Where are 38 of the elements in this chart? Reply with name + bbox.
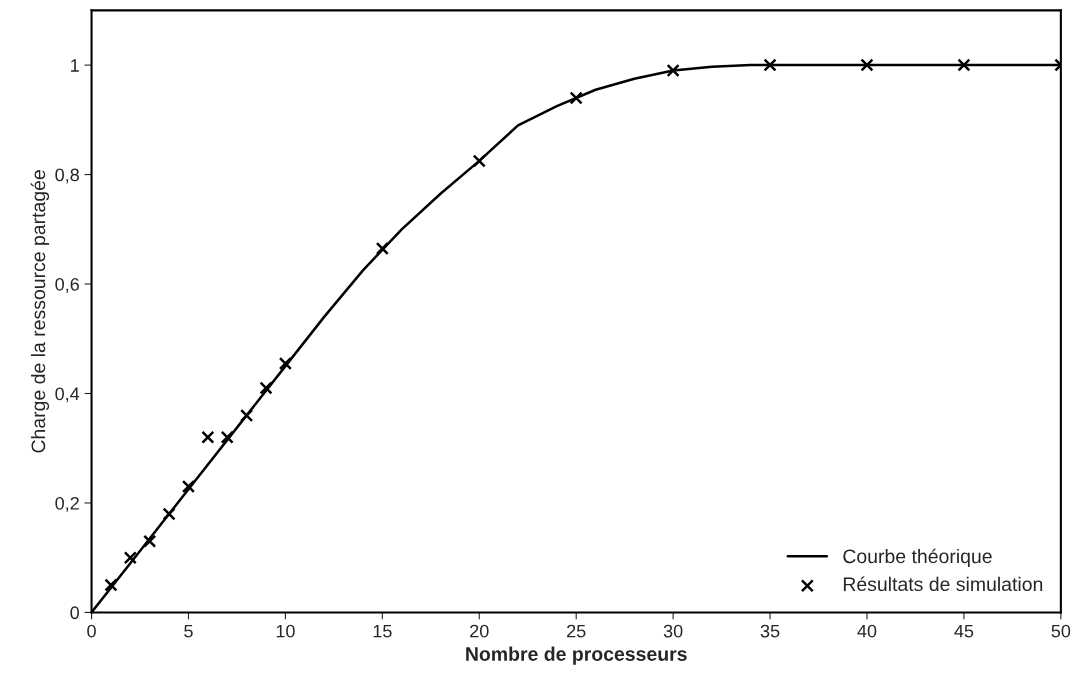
point [123, 551, 137, 565]
point [181, 479, 196, 494]
x-tick-label: 30 [663, 624, 683, 638]
x-tick-label: 5 [184, 624, 193, 638]
point [104, 578, 118, 592]
point [860, 58, 874, 72]
legend-label: Résultats de simulation [843, 576, 1043, 592]
x-axis-title: Nombre de processeurs [466, 646, 687, 665]
x-tick-label: 45 [954, 624, 974, 638]
y-tick-label: 0,6 [55, 277, 79, 293]
point [143, 534, 157, 548]
point [763, 58, 777, 72]
point [957, 58, 971, 72]
point [569, 91, 583, 105]
point [240, 408, 254, 423]
y-tick-label: 0,4 [55, 387, 80, 403]
x-tick-label: 0 [87, 624, 96, 638]
point [220, 430, 234, 444]
y-tick-label: 0 [70, 606, 80, 620]
x-tick-label: 50 [1051, 624, 1071, 638]
point [201, 430, 215, 444]
y-tick-label: 0,2 [55, 496, 79, 512]
x-tick-label: 35 [760, 624, 780, 638]
x-tick-label: 15 [373, 624, 392, 638]
y-tick-label: 1 [71, 59, 79, 72]
x-tick-label: 20 [470, 624, 489, 638]
legend-label: Courbe théorique [843, 548, 992, 568]
y-tick-label: 0,8 [55, 168, 79, 184]
point [666, 63, 680, 78]
x-tick-label: 10 [276, 624, 295, 638]
x-tick-label: 25 [567, 624, 586, 638]
x-tick-label: 40 [857, 624, 877, 638]
point [259, 381, 273, 395]
y-axis-title: Charge de la ressource partagée [30, 170, 50, 453]
point [162, 507, 176, 521]
point [472, 154, 486, 168]
point [375, 241, 389, 256]
point [278, 356, 293, 371]
